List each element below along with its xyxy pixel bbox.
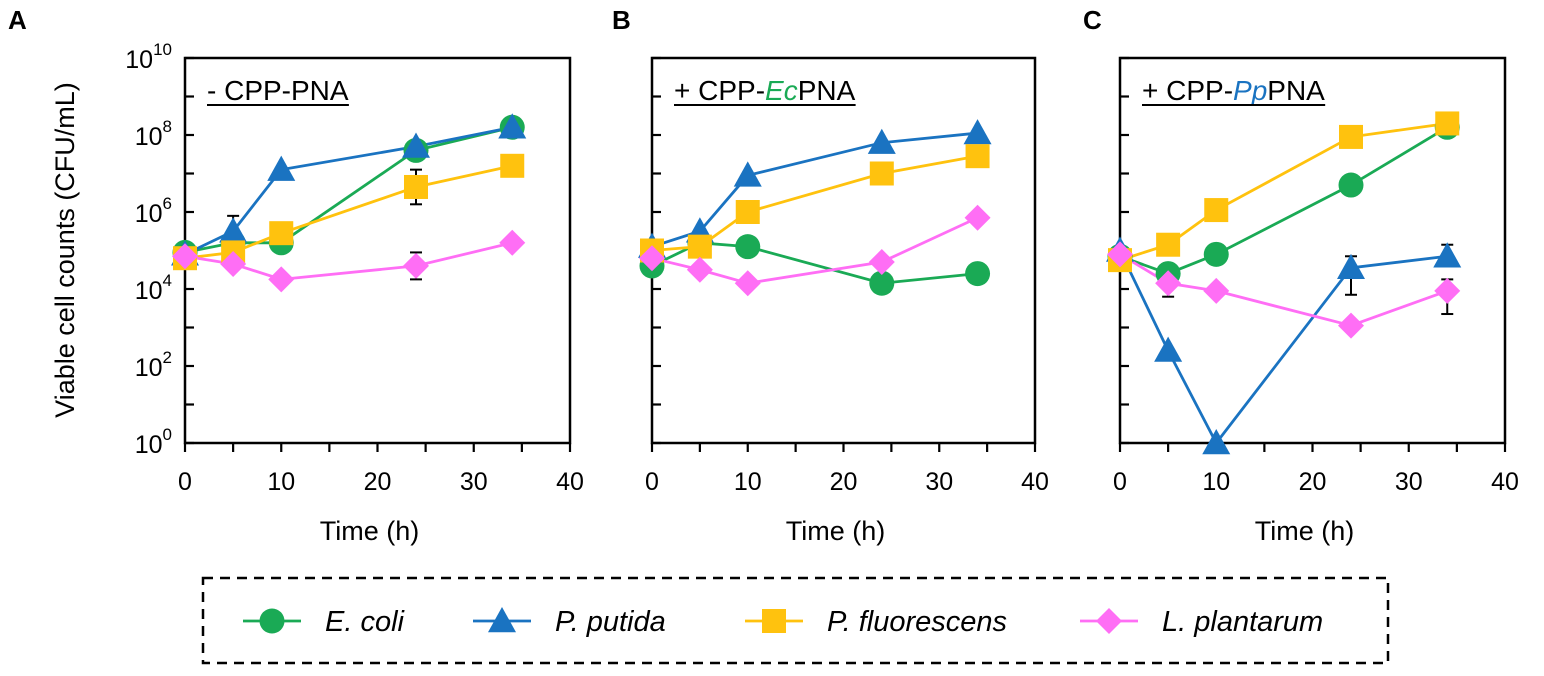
data-point [734, 270, 761, 297]
data-point [869, 161, 894, 186]
legend-frame [201, 576, 1390, 665]
data-point [964, 204, 991, 231]
x-tick-label: 30 [1395, 468, 1423, 496]
y-tick-label: 106 [135, 194, 172, 228]
data-point [1338, 172, 1364, 198]
panel-a: A 0 10 20 30 40 Time (h) 100 102 104 106 108 1010 Via… [8, 5, 584, 546]
panel-letter: A [8, 5, 27, 35]
panel-letter: C [1083, 5, 1102, 35]
data-point [687, 234, 712, 259]
x-tick-label: 20 [1299, 468, 1327, 496]
data-point [1203, 241, 1229, 267]
data-point [735, 234, 761, 260]
condition-label: - CPP-PNA [207, 75, 349, 106]
data-point [1204, 198, 1229, 223]
data-point [500, 153, 525, 178]
x-tick-label: 0 [1113, 468, 1127, 496]
data-point [965, 261, 991, 287]
data-point [219, 217, 248, 243]
data-point [869, 270, 895, 296]
data-point [735, 200, 760, 224]
x-tick-label: 30 [925, 468, 953, 496]
legend-entry: P. fluorescens [745, 606, 1007, 638]
legend-marker [762, 609, 786, 633]
data-point [868, 249, 895, 276]
data-point [686, 256, 713, 283]
legend-label: P. putida [555, 606, 666, 638]
data-point [1339, 124, 1363, 149]
data-point [1203, 277, 1230, 304]
x-tick-label: 0 [645, 468, 659, 496]
data-point [1155, 270, 1182, 297]
y-tick-label: 102 [135, 348, 172, 382]
data-point [403, 252, 429, 279]
panel-c: C 0 10 20 30 40 Time (h) + CPP-PpPNA [1083, 5, 1519, 546]
x-tick-label: 40 [1021, 468, 1049, 496]
condition-label: + CPP-PpPNA [1142, 75, 1325, 106]
data-point [1154, 336, 1183, 362]
x-tick-label: 10 [267, 468, 295, 496]
data-point [220, 250, 247, 277]
data-point [1337, 253, 1365, 280]
legend-entry: E. coli [243, 606, 406, 638]
legend-marker [259, 608, 285, 634]
x-tick-label: 30 [460, 468, 488, 496]
data-point [1338, 312, 1364, 339]
data-point [963, 119, 992, 145]
x-axis-title: Time (h) [320, 516, 420, 546]
data-point [402, 132, 430, 158]
x-tick-label: 40 [1491, 468, 1519, 496]
panel-letter: B [612, 5, 631, 35]
data-point [404, 174, 428, 199]
x-tick-label: 40 [556, 468, 584, 496]
x-tick-label: 0 [178, 468, 192, 496]
data-point [639, 245, 665, 272]
data-point [267, 155, 296, 181]
legend-entry: L. plantarum [1080, 606, 1323, 638]
data-point [499, 229, 526, 256]
data-point [733, 161, 762, 187]
y-tick-label: 104 [135, 271, 172, 305]
data-point [1107, 241, 1133, 268]
data-point [269, 221, 294, 246]
data-point [498, 113, 527, 139]
data-point [1433, 242, 1462, 268]
data-point [1434, 277, 1461, 304]
legend-entry: P. putida [473, 606, 666, 638]
x-tick-label: 10 [1202, 468, 1230, 496]
x-axis-title: Time (h) [1255, 516, 1355, 546]
legend-label: L. plantarum [1162, 606, 1323, 638]
data-point [268, 266, 295, 293]
legend-marker [1096, 608, 1122, 634]
data-point [965, 144, 990, 169]
legend-label: P. fluorescens [827, 606, 1007, 638]
data-point [172, 243, 198, 270]
data-point [1202, 429, 1231, 455]
data-point [1435, 111, 1460, 136]
y-tick-label: 108 [135, 117, 172, 151]
x-tick-label: 10 [734, 468, 762, 496]
y-axis-title: Viable cell counts (CFU/mL) [50, 82, 80, 418]
x-tick-label: 20 [830, 468, 858, 496]
data-point [1156, 232, 1181, 257]
x-axis-title: Time (h) [786, 516, 886, 546]
y-tick-label: 1010 [125, 40, 172, 74]
x-tick-label: 20 [364, 468, 392, 496]
legend-marker [488, 607, 516, 633]
panel-b: B 0 10 20 30 40 Time (h) + CPP-EcPNA [612, 5, 1049, 546]
condition-label: + CPP-EcPNA [674, 75, 856, 106]
data-point [867, 128, 896, 154]
legend: E. coli P. putida P. fluorescens L. plantar… [201, 576, 1390, 665]
y-tick-label: 100 [135, 425, 172, 459]
legend-label: E. coli [325, 606, 406, 638]
